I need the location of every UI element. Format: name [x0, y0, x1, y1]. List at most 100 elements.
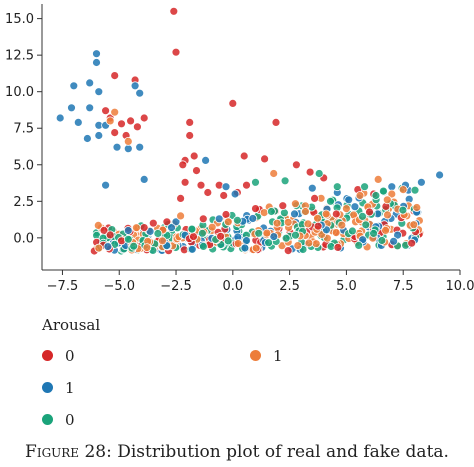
- point-orange: [272, 218, 282, 228]
- y-tick-label: 5.0: [13, 158, 34, 173]
- point-orange: [105, 116, 115, 126]
- point-red: [185, 131, 195, 140]
- point-blue: [269, 232, 279, 242]
- point-blue: [230, 189, 240, 199]
- point-red: [176, 193, 186, 203]
- x-tick-label: −7.5: [47, 279, 79, 294]
- point-red: [178, 160, 188, 170]
- legend-item-orange: 1: [250, 346, 283, 366]
- point-red: [407, 238, 417, 248]
- legend-dot-blue: [42, 382, 53, 393]
- point-green: [129, 241, 139, 251]
- legend-item-blue: 1: [42, 378, 75, 398]
- point-red: [260, 154, 270, 164]
- point-orange: [373, 174, 383, 184]
- point-blue: [85, 103, 95, 113]
- point-red: [331, 209, 341, 219]
- point-green: [280, 176, 290, 186]
- point-orange: [290, 199, 300, 209]
- point-green: [254, 228, 264, 238]
- legend-title: Arousal: [42, 316, 101, 334]
- point-blue: [112, 142, 122, 152]
- point-orange: [409, 220, 419, 230]
- point-red: [291, 160, 301, 170]
- point-blue: [248, 214, 258, 223]
- point-red: [228, 99, 238, 108]
- point-red: [139, 223, 149, 233]
- point-red: [333, 242, 343, 252]
- point-green: [369, 228, 379, 238]
- point-red: [110, 128, 120, 138]
- point-green: [377, 236, 387, 245]
- point-orange: [142, 243, 152, 253]
- point-orange: [131, 223, 141, 233]
- point-orange: [123, 136, 133, 146]
- legend-dot-orange: [250, 350, 261, 361]
- point-red: [251, 204, 260, 214]
- point-orange: [157, 236, 167, 246]
- point-red: [313, 221, 323, 231]
- point-blue: [92, 58, 101, 67]
- legend-item-red: 0: [42, 346, 75, 366]
- point-orange: [301, 207, 310, 216]
- caption-text: Distribution plot of real and fake data.: [117, 442, 449, 462]
- point-orange: [383, 210, 392, 220]
- point-red: [162, 217, 172, 227]
- point-green: [223, 236, 233, 246]
- y-tick-label: 12.5: [5, 49, 34, 64]
- point-red: [185, 118, 195, 127]
- point-green: [332, 182, 342, 192]
- point-blue: [101, 180, 110, 190]
- point-red: [271, 118, 281, 127]
- point-green: [266, 207, 276, 216]
- point-orange: [293, 241, 303, 251]
- point-green: [347, 226, 357, 236]
- point-orange: [382, 195, 392, 205]
- point-orange: [259, 208, 269, 218]
- point-red: [196, 180, 206, 190]
- point-red: [310, 193, 320, 203]
- point-red: [139, 113, 149, 123]
- point-orange: [93, 220, 103, 230]
- point-blue: [135, 88, 145, 98]
- point-red: [242, 180, 251, 190]
- point-blue: [123, 226, 133, 235]
- point-green: [198, 241, 208, 251]
- point-green: [264, 238, 274, 248]
- x-tick-label: 7.5: [393, 279, 414, 294]
- point-blue: [387, 182, 397, 192]
- point-blue: [83, 134, 92, 143]
- point-orange: [110, 107, 120, 117]
- point-orange: [251, 243, 261, 253]
- point-orange: [337, 220, 347, 230]
- point-blue: [103, 242, 113, 252]
- points-layer: [55, 6, 445, 256]
- x-tick-label: −5.0: [103, 279, 135, 294]
- x-tick-label: 10.0: [446, 279, 474, 294]
- y-tick-label: 0.0: [13, 231, 34, 246]
- point-blue: [167, 223, 176, 233]
- axes: −7.5 −5.0 −2.5 0.0 2.5 5.0 7.5 10.0 0.0 2.5 5.0 7.5…: [5, 4, 474, 294]
- figure-caption: Figure 28: Distribution plot of real and…: [0, 442, 474, 462]
- point-blue: [240, 243, 250, 253]
- point-green: [153, 229, 163, 238]
- point-blue: [171, 217, 181, 227]
- y-tick-label: 10.0: [5, 85, 34, 100]
- point-green: [361, 220, 371, 230]
- point-red: [132, 122, 142, 132]
- point-green: [358, 211, 367, 221]
- point-green: [360, 182, 370, 192]
- point-blue: [242, 236, 251, 246]
- legend-dot-green: [42, 414, 53, 425]
- point-green: [187, 224, 197, 234]
- point-green: [232, 215, 242, 225]
- point-blue: [187, 244, 197, 254]
- x-tick-label: 5.0: [336, 279, 357, 294]
- point-red: [169, 6, 179, 16]
- point-green: [314, 169, 324, 178]
- point-red: [189, 151, 199, 161]
- point-red: [110, 71, 120, 80]
- point-orange: [331, 228, 341, 238]
- point-red: [171, 47, 181, 57]
- point-green: [354, 240, 364, 250]
